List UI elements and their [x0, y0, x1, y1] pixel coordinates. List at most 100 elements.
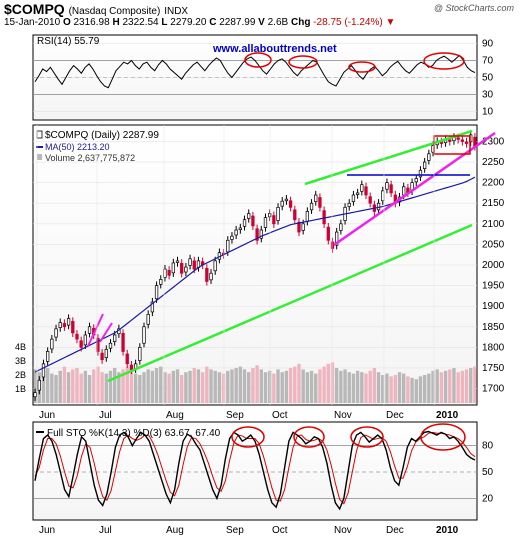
candle-body [226, 239, 230, 253]
candle-body [314, 194, 318, 202]
volume-bar [439, 372, 444, 403]
low-value: 2279.20 [170, 17, 207, 28]
volume-bar [464, 369, 469, 403]
candle-body [335, 231, 339, 246]
volume-bar [133, 373, 138, 403]
volume-bar [242, 369, 247, 403]
stoch-annotation-circle [350, 426, 384, 448]
candle-body [259, 229, 263, 239]
volume-bar [452, 368, 456, 403]
month-label-stoch: Aug [166, 525, 184, 536]
volume-bar [108, 370, 113, 403]
green-resistance-trendline [304, 129, 473, 186]
candle-body [381, 190, 385, 202]
rsi-tick-label: 10 [482, 107, 494, 118]
candle-body [360, 184, 364, 192]
volume-bar [364, 373, 368, 403]
volume-bar [150, 370, 155, 403]
candle-body [268, 213, 272, 218]
candle-body [309, 202, 314, 211]
volume-bar [50, 373, 54, 403]
chg-label: Chg [290, 17, 311, 28]
month-label-price: Jul [99, 410, 112, 421]
volume-label: V [258, 17, 265, 28]
stoch-d-line [34, 431, 476, 505]
volume-tick-label: 4B [15, 342, 26, 352]
candle-body [96, 337, 100, 352]
volume-bar [443, 370, 448, 403]
volume-bar [381, 375, 385, 403]
volume-bar [334, 368, 339, 403]
month-label-price: Dec [386, 410, 404, 421]
volume-bar [92, 369, 96, 403]
volume-bar [58, 370, 62, 403]
candle-body [108, 342, 113, 349]
price-tick-label: 2100 [482, 219, 505, 230]
volume-bar [180, 375, 184, 403]
month-label-price: Aug [166, 410, 184, 421]
volume-legend-text: Volume 2,637,775,872 [45, 153, 135, 163]
volume-bar [154, 368, 159, 403]
candle-body [205, 267, 209, 282]
volume-bar [330, 362, 335, 403]
candle-body [100, 352, 104, 361]
volume-bar [146, 369, 150, 403]
volume-bar [469, 368, 473, 403]
volume-bar [62, 366, 67, 403]
stoch-annotation-circle [231, 426, 265, 448]
candle-body [184, 266, 188, 273]
volume-bar [45, 368, 50, 403]
rsi-annotation-circle [288, 55, 318, 69]
volume-bar [71, 369, 75, 403]
x-axis: Jun Jun Jul Jul Aug Aug Sep Sep Oct Oct Nov Nov Dec D… [36, 125, 459, 536]
candle-body [171, 262, 175, 274]
price-tick-label: 1850 [482, 322, 505, 333]
candle-body [427, 153, 431, 161]
volume-bar [318, 369, 322, 403]
chart-header: $COMPQ (Nasdaq Composite) INDX @ StockCh… [0, 0, 520, 30]
candle-body [159, 279, 163, 285]
stoch-annotation-circle [420, 423, 466, 451]
volume-bar [200, 372, 205, 403]
volume-bar [343, 369, 347, 403]
volume-bar [418, 376, 423, 403]
volume-bar [41, 370, 46, 403]
price-tick-label: 1900 [482, 301, 505, 312]
volume-bar [297, 363, 301, 403]
candle-body [322, 210, 326, 225]
candle-body [71, 321, 75, 334]
high-value: 2322.54 [122, 17, 159, 28]
stoch-frame [32, 421, 478, 521]
volume-bar [301, 369, 305, 403]
candle-body [50, 338, 54, 350]
volume-bar [196, 369, 201, 403]
rsi-tick-label: 30 [482, 90, 494, 101]
price-panel: 1700 1750 1800 1850 1900 1950 2000 2050 2100 2150… [15, 124, 505, 406]
volume-bar [326, 363, 330, 403]
candle-body [293, 209, 297, 221]
candle-body [238, 227, 242, 230]
quote-date: 15-Jan-2010 [4, 17, 61, 28]
exchange: INDX [164, 6, 189, 17]
volume-bar [376, 372, 381, 403]
volume-bar [217, 372, 222, 403]
candle-body [376, 202, 381, 211]
candle-body [347, 202, 351, 207]
close-value: 2287.99 [219, 17, 256, 28]
volume-bar [422, 375, 427, 403]
volume-bar [234, 368, 238, 403]
candle-body [418, 169, 423, 178]
candle-body [58, 322, 62, 328]
ma50-line [34, 176, 476, 373]
volume-legend-swatch [37, 154, 42, 160]
volume-bar [213, 370, 217, 403]
down-arrow-icon: ▼ [385, 17, 396, 28]
close-label: C [209, 17, 217, 28]
stoch-k-line [34, 430, 476, 511]
volume-bar [75, 368, 79, 403]
price-tick-label: 1700 [482, 384, 505, 395]
volume-bar [305, 372, 310, 403]
stoch-tick-label: 80 [482, 441, 494, 452]
volume-bar [121, 369, 125, 403]
source-credit: @ StockCharts.com [433, 3, 514, 13]
